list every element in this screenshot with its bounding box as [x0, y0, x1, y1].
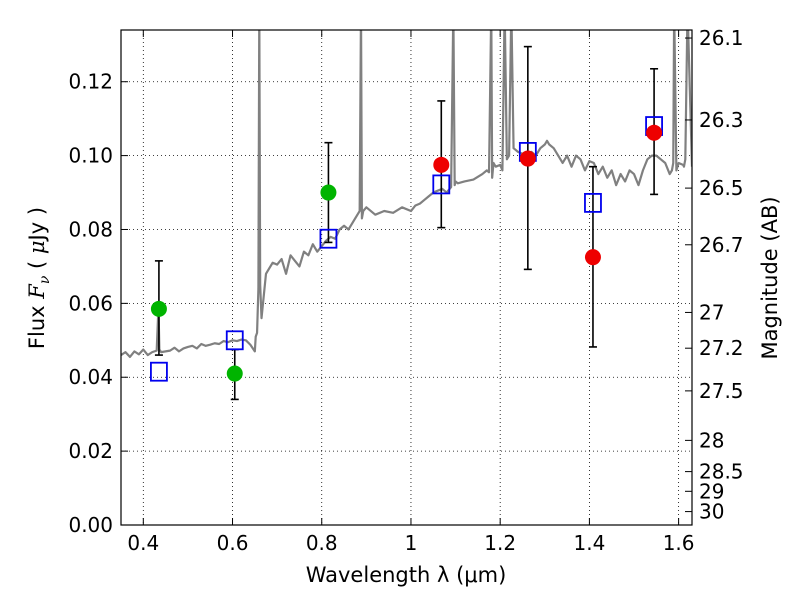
y-tick-label: 0.12 — [68, 70, 113, 94]
x-tick-label: 0.4 — [127, 531, 159, 555]
x-axis-label: Wavelength λ (μm) — [306, 563, 507, 587]
observed-circle-marker — [320, 184, 337, 201]
observed-circle-marker — [584, 249, 601, 266]
model-square-marker — [150, 361, 168, 382]
observed-circle-marker — [433, 156, 450, 173]
spectrum-line — [121, 30, 692, 359]
magnitude-tick-label: 30 — [699, 500, 724, 524]
magnitude-tick-label: 28.5 — [699, 460, 744, 484]
observed-circle-marker — [226, 365, 243, 382]
x-axis-ticks: 0.4 0.6 0.8 1 1.2 1.4 1.6 — [127, 30, 695, 555]
x-tick-label: 0.6 — [217, 531, 249, 555]
y-axis-ticks: 0.00 0.02 0.04 0.06 0.08 0.10 0.12 — [68, 70, 128, 537]
observed-circle-marker — [646, 124, 663, 141]
y-tick-label: 0.08 — [68, 217, 113, 241]
plot-frame — [120, 29, 693, 526]
y-tick-label: 0.06 — [68, 291, 113, 315]
magnitude-tick-label: 26.1 — [699, 26, 744, 50]
magnitude-tick-label: 27.2 — [699, 336, 744, 360]
observed-circle-marker — [519, 150, 536, 167]
model-square-marker — [319, 228, 338, 249]
magnitude-axis-label: Magnitude (AB) — [758, 196, 782, 359]
magnitude-tick-label: 26.5 — [699, 176, 744, 200]
x-tick-label: 1.6 — [663, 531, 695, 555]
observed-circle-marker — [150, 300, 167, 317]
x-tick-label: 1.2 — [484, 531, 516, 555]
magnitude-tick-label: 27 — [699, 300, 724, 324]
x-tick-label: 0.8 — [306, 531, 338, 555]
magnitude-tick-label: 28 — [699, 428, 724, 452]
y-axis-label: Flux Fν ( μJy ) — [25, 207, 53, 349]
magnitude-tick-label: 26.3 — [699, 108, 744, 132]
y-tick-label: 0.02 — [68, 439, 113, 463]
x-tick-label: 1.4 — [573, 531, 605, 555]
model-square-marker — [225, 330, 244, 351]
y-tick-label: 0.00 — [68, 513, 113, 537]
magnitude-tick-label: 26.7 — [699, 233, 744, 257]
x-tick-label: 1 — [405, 531, 418, 555]
magnitude-tick-label: 29 — [699, 479, 724, 503]
model-square-marker — [584, 192, 602, 213]
model-square-marker — [432, 174, 451, 195]
errorbar-layer — [154, 45, 659, 401]
svg-text:Flux Fν ( μJy ): Flux Fν ( μJy ) — [25, 207, 53, 349]
grid-lines — [121, 30, 692, 525]
spectrum-layer — [121, 30, 692, 359]
y-tick-label: 0.04 — [68, 365, 113, 389]
y-tick-label: 0.10 — [68, 144, 113, 168]
magnitude-tick-label: 27.5 — [699, 379, 744, 403]
points-layer — [150, 116, 663, 382]
